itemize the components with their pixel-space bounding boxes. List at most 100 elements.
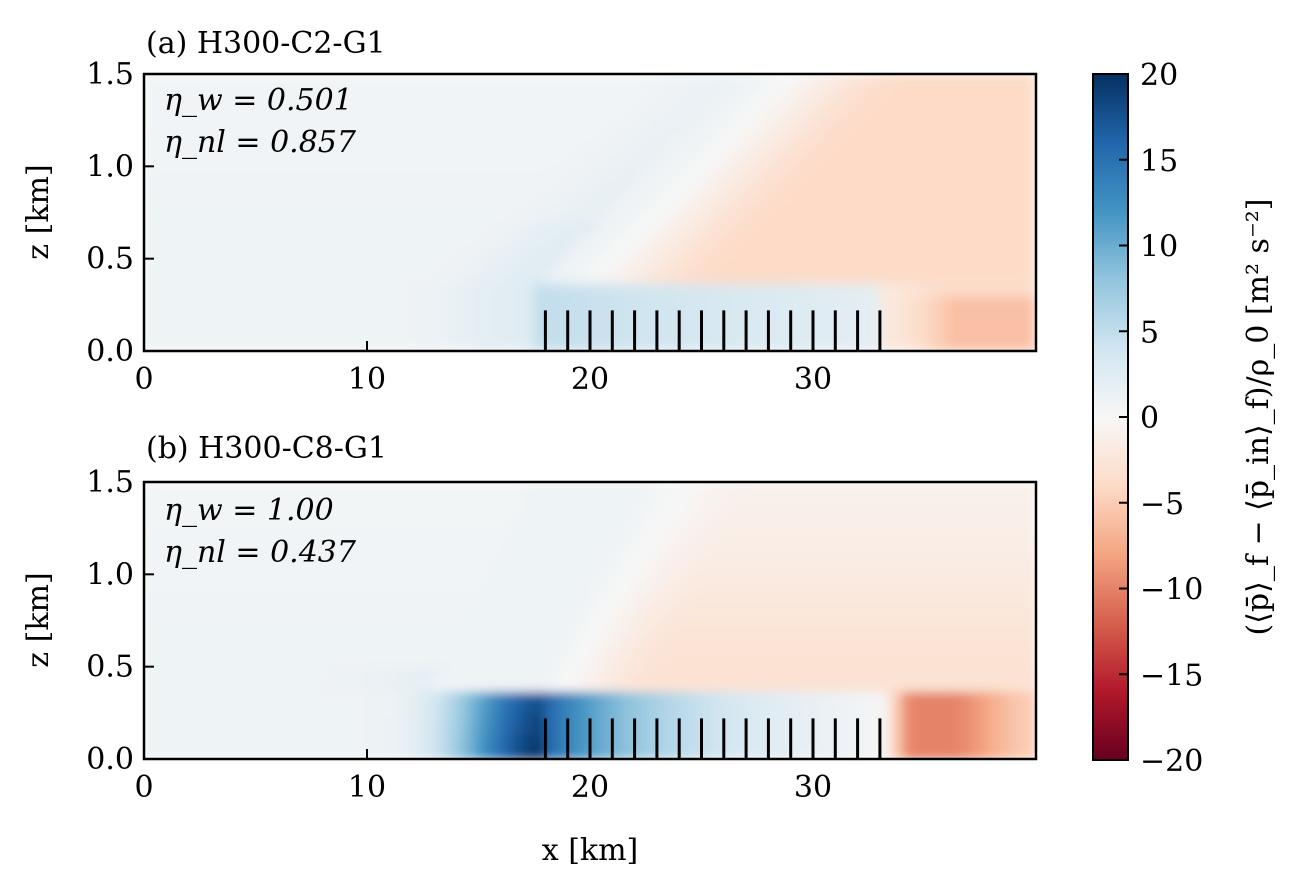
heatmap-cell — [890, 258, 903, 266]
heatmap-cell — [845, 251, 859, 260]
heatmap-cell — [845, 147, 859, 155]
heatmap-cell — [656, 307, 669, 315]
heatmap-cell — [912, 116, 926, 124]
heatmap-cell — [444, 567, 457, 575]
heatmap-cell — [1024, 214, 1036, 223]
heatmap-cell — [700, 338, 714, 346]
heatmap-cell — [266, 635, 279, 643]
heatmap-cell — [422, 270, 435, 278]
heatmap-cell — [422, 104, 435, 112]
heatmap-cell — [868, 233, 881, 241]
heatmap-cell — [243, 147, 257, 155]
heatmap-cell — [477, 79, 491, 87]
heatmap-cell — [689, 165, 703, 174]
heatmap-cell — [176, 227, 190, 235]
heatmap-cell — [845, 239, 859, 247]
heatmap-cell — [544, 134, 558, 143]
heatmap-cell — [500, 165, 513, 174]
heatmap-cell — [422, 338, 435, 346]
heatmap-cell — [243, 672, 257, 680]
heatmap-cell — [734, 338, 747, 346]
heatmap-cell — [210, 512, 223, 520]
heatmap-cell — [712, 276, 725, 284]
heatmap-cell — [890, 184, 903, 192]
heatmap-cell — [422, 616, 435, 625]
heatmap-cell — [968, 295, 981, 303]
heatmap-cell — [912, 79, 926, 87]
heatmap-cell — [176, 598, 190, 606]
heatmap-cell — [990, 288, 1004, 297]
heatmap-cell — [678, 159, 691, 167]
heatmap-cell — [232, 245, 245, 254]
heatmap-cell — [154, 727, 167, 735]
heatmap-cell — [299, 331, 312, 340]
heatmap-cell — [511, 141, 524, 149]
heatmap-cell — [990, 184, 1004, 192]
heatmap-cell — [355, 709, 368, 717]
heatmap-cell — [767, 104, 781, 112]
heatmap-cell — [199, 264, 212, 272]
heatmap-cell — [444, 684, 457, 692]
heatmap-cell — [388, 116, 402, 124]
heatmap-cell — [221, 331, 234, 340]
heatmap-cell — [277, 301, 290, 309]
heatmap-cell — [321, 178, 335, 186]
heatmap-cell — [288, 487, 301, 495]
heatmap-cell — [812, 276, 825, 284]
heatmap-cell — [734, 245, 747, 254]
heatmap-cell — [411, 251, 424, 260]
heatmap-cell — [411, 592, 424, 600]
heatmap-cell — [321, 74, 335, 81]
heatmap-cell — [321, 512, 335, 520]
heatmap-cell — [243, 165, 257, 174]
heatmap-cell — [466, 709, 480, 717]
heatmap-cell — [176, 325, 190, 334]
heatmap-cell — [466, 301, 480, 309]
heatmap-cell — [332, 647, 346, 655]
heatmap-cell — [466, 703, 480, 711]
heatmap-cell — [422, 147, 435, 155]
heatmap-cell — [857, 134, 870, 143]
heatmap-cell — [299, 338, 312, 346]
heatmap-cell — [254, 116, 268, 124]
heatmap-cell — [968, 276, 981, 284]
heatmap-cell — [399, 690, 413, 699]
heatmap-cell — [890, 91, 903, 100]
heatmap-cell — [678, 276, 691, 284]
heatmap-cell — [890, 227, 903, 235]
heatmap-cell — [1001, 301, 1015, 309]
heatmap-cell — [845, 325, 859, 334]
heatmap-cell — [645, 202, 658, 211]
heatmap-cell — [288, 579, 301, 588]
heatmap-cell — [466, 512, 480, 520]
heatmap-cell — [901, 208, 914, 217]
heatmap-cell — [210, 331, 223, 340]
heatmap-cell — [611, 208, 625, 217]
heatmap-cell — [812, 301, 825, 309]
heatmap-cell — [812, 190, 825, 198]
heatmap-cell — [790, 74, 803, 81]
heatmap-cell — [466, 288, 480, 297]
heatmap-cell — [388, 319, 402, 327]
heatmap-cell — [210, 233, 223, 241]
heatmap-cell — [266, 307, 279, 315]
heatmap-cell — [344, 85, 357, 94]
heatmap-cell — [555, 190, 569, 198]
heatmap-cell — [433, 134, 446, 143]
heatmap-cell — [756, 221, 769, 229]
heatmap-cell — [455, 690, 468, 699]
heatmap-cell — [422, 499, 435, 508]
heatmap-cell — [912, 159, 926, 167]
heatmap-cell — [645, 79, 658, 87]
heatmap-cell — [366, 678, 379, 686]
heatmap-cell — [957, 295, 970, 303]
heatmap-cell — [957, 208, 970, 217]
heatmap-cell — [466, 110, 480, 118]
heatmap-cell — [857, 196, 870, 204]
heatmap-cell — [857, 153, 870, 161]
heatmap-cell — [399, 214, 413, 223]
heatmap-cell — [444, 98, 457, 106]
heatmap-cell — [745, 196, 758, 204]
heatmap-cell — [176, 672, 190, 680]
heatmap-cell — [422, 561, 435, 569]
